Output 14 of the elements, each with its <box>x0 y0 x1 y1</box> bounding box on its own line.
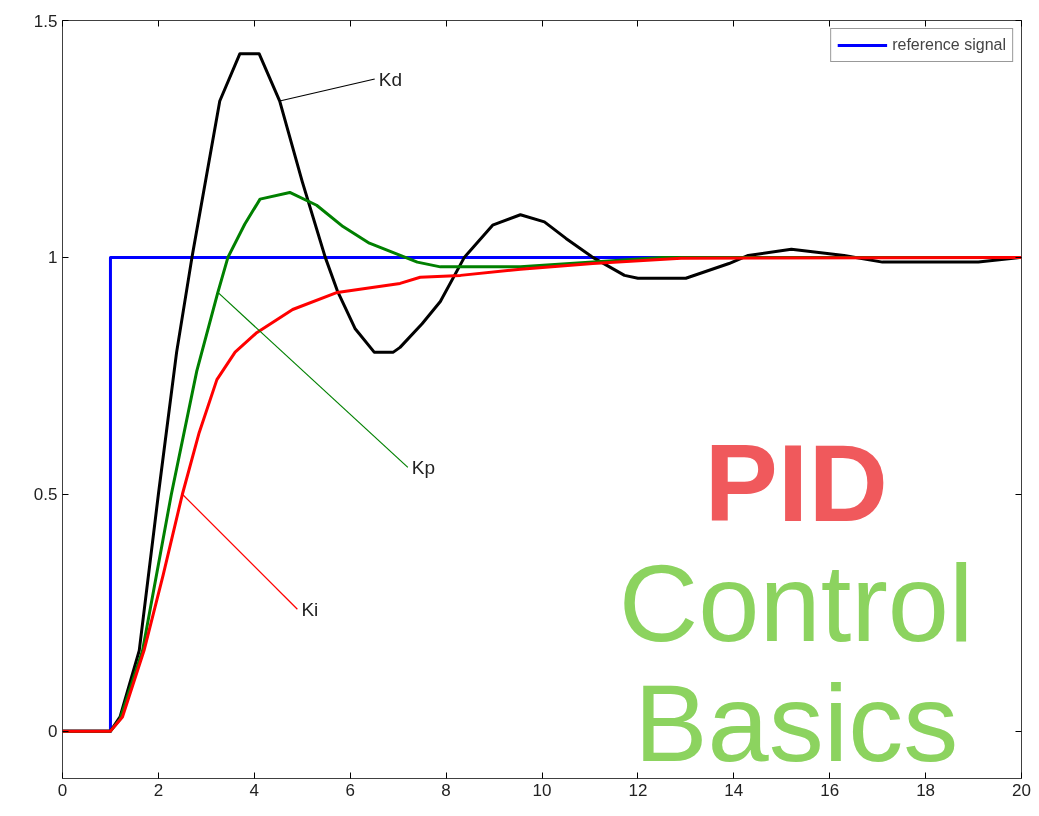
x-tick-label: 10 <box>532 780 552 800</box>
x-tick-label: 8 <box>441 780 451 800</box>
legend-label: reference signal <box>892 36 1006 54</box>
annotation: Ki <box>301 598 319 620</box>
x-tick-label: 20 <box>1012 780 1031 800</box>
annotation: Kd <box>378 68 402 90</box>
y-tick-label: 0.5 <box>33 485 58 505</box>
x-tick-label: 4 <box>249 780 260 800</box>
x-tick-label: 6 <box>345 780 355 800</box>
x-tick-label: 2 <box>153 780 164 800</box>
y-tick-label: 1 <box>48 248 58 268</box>
y-tick-label: 1.5 <box>33 11 58 31</box>
annotation: Kp <box>411 456 436 478</box>
y-tick-label: 0 <box>48 722 58 742</box>
